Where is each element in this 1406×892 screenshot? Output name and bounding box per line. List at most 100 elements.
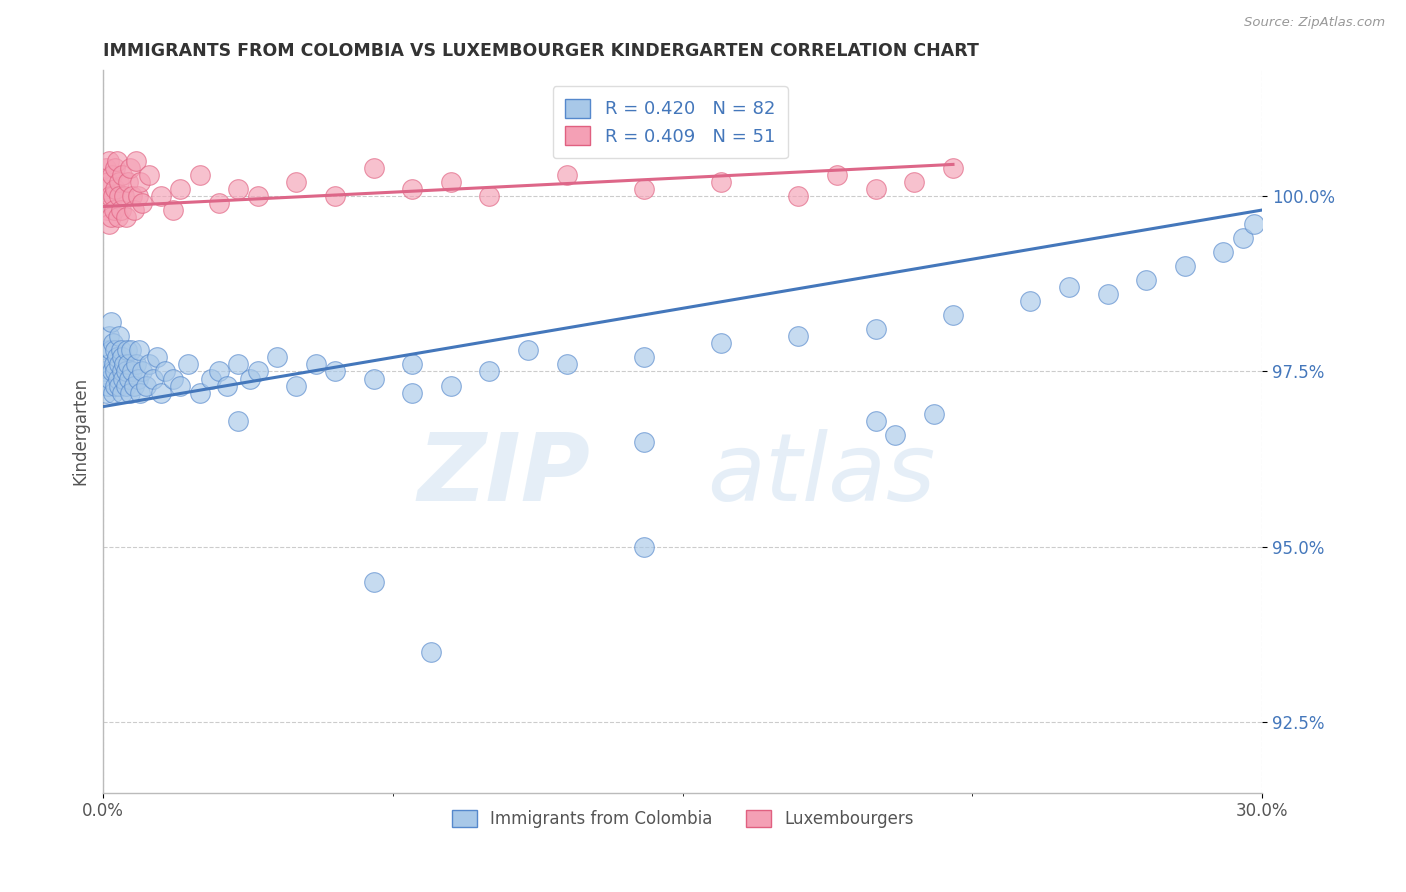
Point [128,385,150,400]
Y-axis label: Kindergarten: Kindergarten [72,377,89,485]
Point [118,371,141,385]
Point [135,378,157,392]
Point [440,378,463,392]
Point [440,175,463,189]
Point [1057,280,1080,294]
Point [903,175,925,189]
Point [138,168,160,182]
Point [633,351,655,365]
Point [120,161,142,175]
Point [1212,245,1234,260]
Point [104,343,127,358]
Point [104,364,127,378]
Point [107,175,129,189]
Text: ZIP: ZIP [418,428,591,521]
Point [169,378,191,392]
Point [120,385,142,400]
Point [1019,294,1042,309]
Point [128,343,150,358]
Point [111,351,134,365]
Point [97,175,120,189]
Point [323,189,346,203]
Point [107,210,129,224]
Point [1243,217,1265,231]
Point [96,202,118,217]
Point [710,336,733,351]
Point [121,364,143,378]
Point [131,364,153,378]
Point [215,378,238,392]
Point [142,371,165,385]
Point [100,210,122,224]
Point [104,161,127,175]
Point [555,358,578,372]
Point [115,364,138,378]
Text: Source: ZipAtlas.com: Source: ZipAtlas.com [1244,16,1385,29]
Text: atlas: atlas [707,429,936,520]
Point [131,196,153,211]
Point [200,371,222,385]
Point [228,414,250,428]
Point [104,378,127,392]
Text: IMMIGRANTS FROM COLOMBIA VS LUXEMBOURGER KINDERGARTEN CORRELATION CHART: IMMIGRANTS FROM COLOMBIA VS LUXEMBOURGER… [103,42,979,60]
Point [285,378,308,392]
Point [97,358,120,372]
Point [128,175,150,189]
Point [101,189,124,203]
Point [633,540,655,554]
Point [884,427,907,442]
Point [239,371,262,385]
Point [942,161,965,175]
Point [107,358,129,372]
Point [100,168,122,182]
Point [228,182,250,196]
Point [103,202,125,217]
Point [1097,287,1119,301]
Point [111,168,134,182]
Point [150,189,173,203]
Point [101,385,124,400]
Point [266,351,288,365]
Point [138,358,160,372]
Point [363,161,385,175]
Point [304,358,326,372]
Point [114,378,136,392]
Point [246,189,269,203]
Point [228,358,250,372]
Point [107,329,129,343]
Point [246,364,269,378]
Point [162,202,184,217]
Point [401,385,423,400]
Point [108,378,131,392]
Point [1135,273,1157,287]
Point [633,182,655,196]
Point [188,168,211,182]
Point [120,343,142,358]
Point [112,371,135,385]
Point [363,575,385,590]
Legend: Immigrants from Colombia, Luxembourgers: Immigrants from Colombia, Luxembourgers [444,804,920,835]
Point [208,196,231,211]
Point [922,407,945,421]
Point [100,315,122,329]
Point [105,153,128,168]
Point [112,358,135,372]
Point [110,343,132,358]
Point [420,645,443,659]
Point [169,182,191,196]
Point [117,175,139,189]
Point [108,189,131,203]
Point [115,210,138,224]
Point [188,385,211,400]
Point [122,378,145,392]
Point [100,364,122,378]
Point [112,189,135,203]
Point [121,189,143,203]
Point [787,329,810,343]
Point [100,343,122,358]
Point [710,175,733,189]
Point [98,189,121,203]
Point [150,385,173,400]
Point [117,358,139,372]
Point [177,358,200,372]
